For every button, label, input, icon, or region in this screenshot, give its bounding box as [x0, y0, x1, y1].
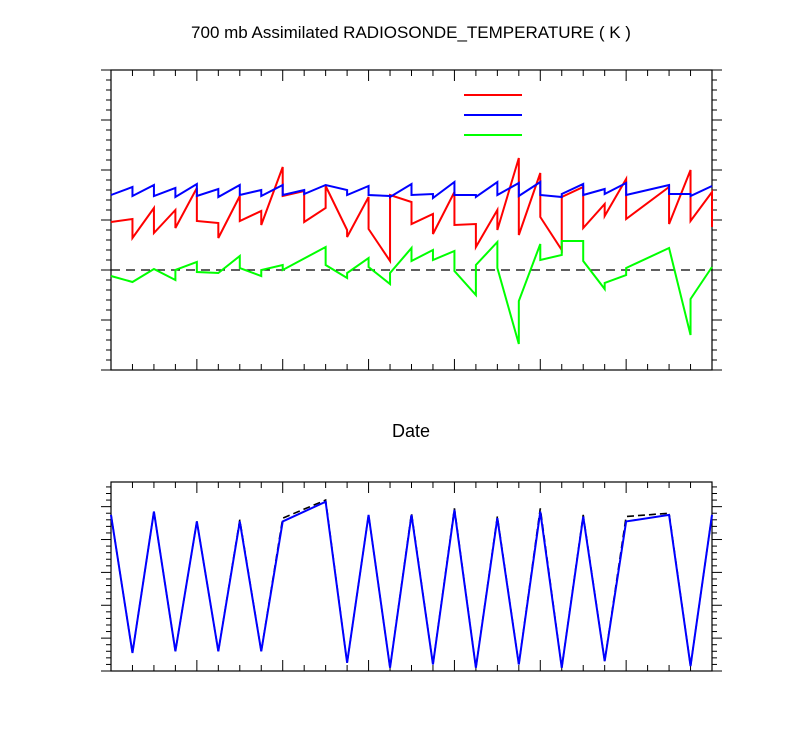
series-line-used [110, 500, 713, 668]
series-line-rmse [110, 157, 713, 265]
chart-title: 700 mb Assimilated RADIOSONDE_TEMPERATUR… [191, 23, 631, 42]
series-line-sprd-ob-error [110, 180, 713, 200]
bottom-panel [101, 481, 722, 672]
series-line-bias-o-f [110, 239, 713, 345]
x-axis-label: Date [392, 421, 430, 441]
series-line-possible [110, 498, 713, 668]
top-panel [101, 69, 722, 371]
plot-frame [110, 481, 713, 672]
